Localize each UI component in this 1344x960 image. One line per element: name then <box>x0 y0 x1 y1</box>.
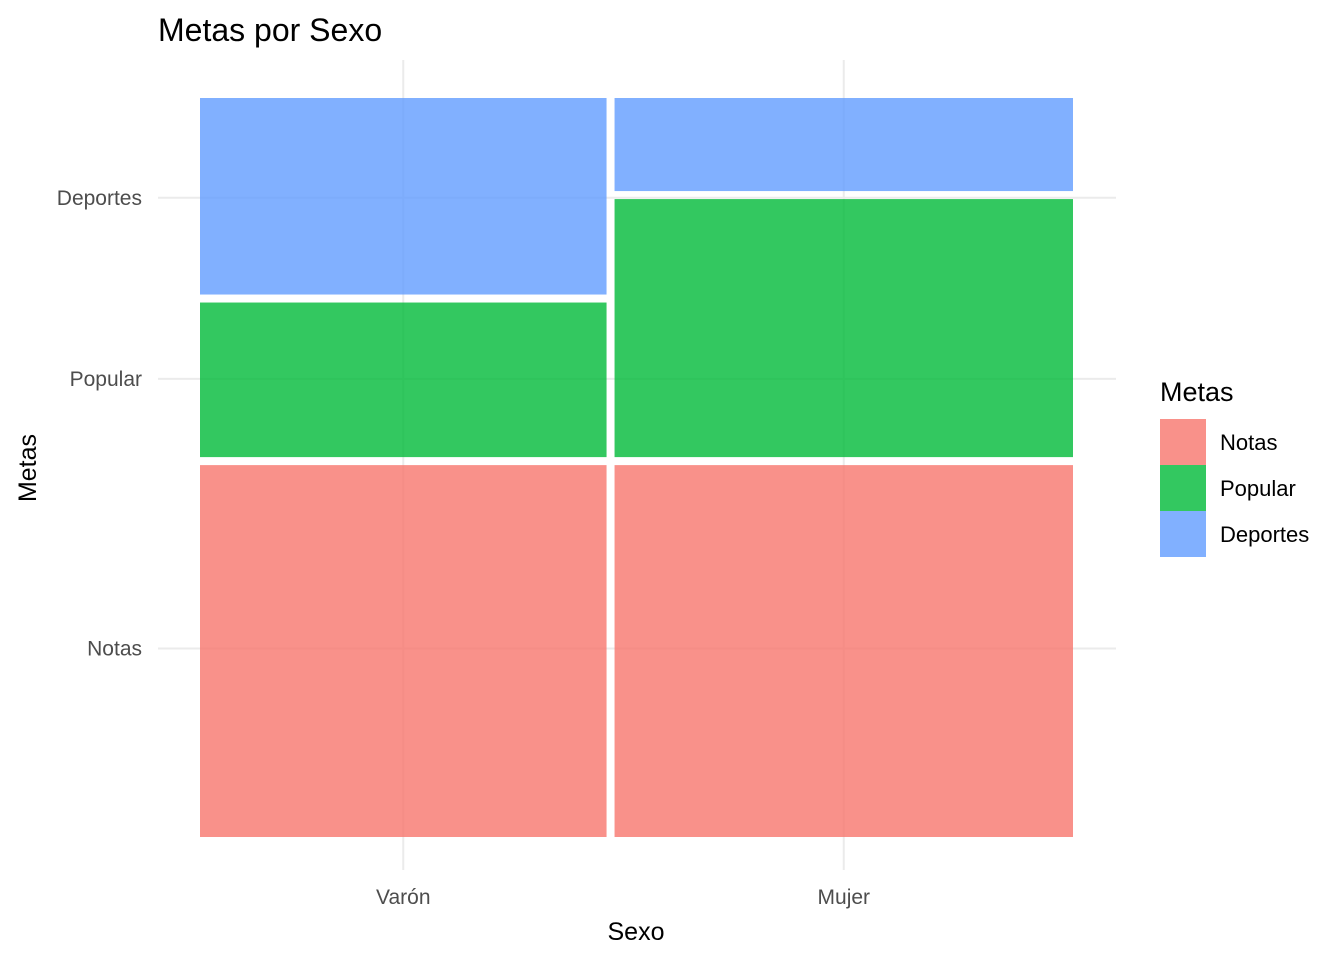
legend-swatch-deportes <box>1160 511 1206 557</box>
mosaic-tile-deportes-2 <box>614 98 1073 192</box>
legend-label-notas: Notas <box>1220 430 1277 455</box>
y-tick-label: Notas <box>87 638 142 661</box>
y-axis-title: Metas <box>14 434 42 502</box>
y-tick-label: Deportes <box>57 187 142 210</box>
mosaic-tile-popular-1 <box>200 302 607 458</box>
mosaic-tile-notas-2 <box>614 465 1073 837</box>
y-axis-ticks: Notas Popular Deportes <box>57 187 142 661</box>
legend-label-popular: Popular <box>1220 476 1296 501</box>
mosaic-tile-notas-1 <box>200 465 607 837</box>
legend-label-deportes: Deportes <box>1220 522 1309 547</box>
x-tick-label: Varón <box>376 886 430 909</box>
mosaic-tiles <box>200 98 1073 837</box>
legend-swatch-notas <box>1160 419 1206 465</box>
y-tick-label: Popular <box>70 368 142 391</box>
legend-title: Metas <box>1160 377 1234 407</box>
chart-title: Metas por Sexo <box>158 12 382 48</box>
mosaic-tile-deportes-1 <box>200 98 607 295</box>
mosaic-tile-popular-2 <box>614 199 1073 458</box>
legend-swatch-popular <box>1160 465 1206 511</box>
x-axis-ticks: Varón Mujer <box>376 886 870 909</box>
legend-items: Notas Popular Deportes <box>1160 419 1309 557</box>
legend: Metas Notas Popular Deportes <box>1160 377 1309 557</box>
x-tick-label: Mujer <box>818 886 871 909</box>
x-axis-title: Sexo <box>608 918 665 946</box>
